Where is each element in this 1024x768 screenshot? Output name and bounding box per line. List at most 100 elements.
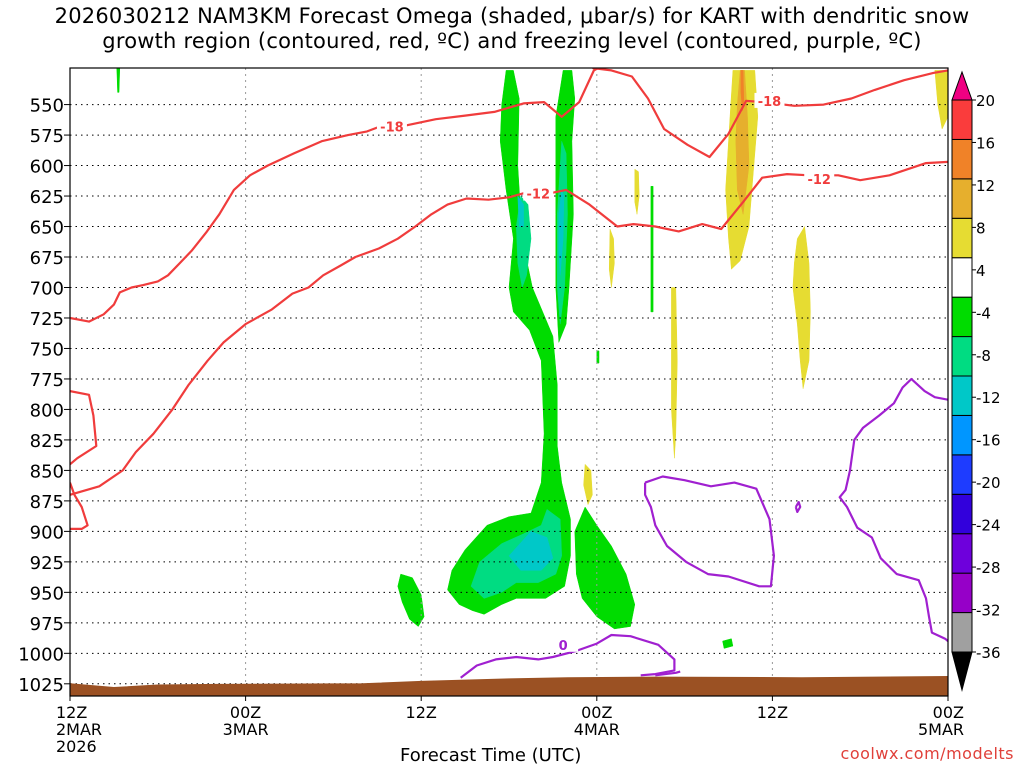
contour-line-9	[794, 501, 802, 513]
omega-region-7	[722, 638, 734, 649]
chart-title: 2026030212 NAM3KM Forecast Omega (shaded…	[0, 4, 1024, 54]
colorbar-segment-11	[951, 217, 973, 259]
contour-line-7	[643, 475, 776, 588]
colorbar-segment-10	[951, 257, 973, 298]
colorbar-label-12: 16	[976, 134, 995, 152]
colorbar-label-1: -32	[976, 602, 1001, 620]
omega-region-16	[792, 225, 811, 389]
colorbar-segment-2	[951, 572, 973, 614]
omega-region-3	[397, 573, 425, 627]
colorbar-label-3: -24	[976, 517, 1001, 535]
source-credit: coolwx.com/modelts	[840, 744, 1014, 763]
contour-label-5-0: 0	[559, 639, 568, 654]
contour-label-bg	[754, 92, 785, 108]
chart-title-line-2: growth region (contoured, red, ºC) and f…	[102, 29, 922, 53]
omega-region-6	[596, 350, 600, 364]
colorbar-label-4: -20	[976, 474, 1001, 492]
x-tick-label-1-1: 3MAR	[223, 720, 269, 739]
x-tick-label-2-0: 12Z	[406, 703, 437, 722]
contour-line-3	[70, 390, 98, 466]
contour-line-0	[70, 68, 599, 323]
colorbar-segment-8	[951, 336, 973, 377]
y-tick-label-850: 850	[30, 461, 64, 482]
colorbar-segment-7	[951, 375, 973, 416]
omega-region-19	[671, 287, 678, 459]
colorbar-label-9: 4	[976, 262, 986, 280]
omega-region-4	[116, 68, 121, 93]
contour-label-2-1: -12	[807, 173, 831, 188]
contour-label-2-0: -12	[527, 188, 551, 203]
colorbar-segment-3	[951, 533, 973, 574]
contour-label-0-0: -18	[380, 121, 404, 136]
colorbar-label-7: -8	[976, 347, 991, 365]
omega-region-13	[508, 531, 554, 571]
y-tick-label-925: 925	[30, 553, 64, 574]
y-tick-label-875: 875	[30, 492, 64, 513]
y-tick-label-700: 700	[30, 278, 64, 299]
y-tick-label-825: 825	[30, 431, 64, 452]
contour-label-0-1: -18	[758, 95, 782, 110]
x-tick-label-5-1: 5MAR	[918, 720, 964, 739]
colorbar-segment-12	[951, 178, 973, 219]
omega-region-11	[558, 189, 565, 276]
colorbar-label-2: -28	[976, 559, 1001, 577]
colorbar: -36 -32 -28 -24 -20 -16 -12 -8 -4 4 8 12 16 20	[951, 70, 1001, 692]
y-tick-label-675: 675	[30, 248, 64, 269]
omega-region-15	[934, 70, 948, 130]
contour-label-bg	[804, 170, 835, 186]
contour-line-4	[70, 482, 89, 531]
omega-region-5	[650, 186, 654, 313]
x-tick-label-3-0: 00Z	[581, 703, 612, 722]
y-tick-label-1025: 1025	[18, 675, 64, 696]
contour-line-8	[838, 377, 948, 642]
x-tick-label-0-0: 12Z	[56, 703, 87, 722]
x-tick-label-0-1: 2MAR	[56, 720, 102, 739]
colorbar-segment-1	[951, 612, 973, 653]
y-tick-label-1000: 1000	[18, 644, 64, 665]
y-tick-label-975: 975	[30, 614, 64, 635]
omega-region-18	[608, 228, 615, 288]
x-tick-label-1-0: 00Z	[230, 703, 261, 722]
y-tick-label-550: 550	[30, 96, 64, 117]
colorbar-segment-14	[951, 99, 973, 140]
y-tick-label-600: 600	[30, 157, 64, 178]
y-tick-label-775: 775	[30, 370, 64, 391]
colorbar-label-8: -4	[976, 304, 991, 322]
plot-frame	[69, 67, 949, 697]
colorbar-bottom-arrow	[951, 651, 973, 692]
x-axis-label: Forecast Time (UTC)	[400, 745, 582, 766]
y-tick-label-800: 800	[30, 400, 64, 421]
contour-line-2	[70, 160, 948, 496]
y-tick-label-725: 725	[30, 309, 64, 330]
contour-line-1	[592, 68, 948, 159]
contour-line-6	[655, 670, 681, 677]
colorbar-segment-5	[951, 454, 973, 495]
contour-label-bg	[376, 118, 407, 134]
x-tick-label-4-0: 12Z	[757, 703, 788, 722]
omega-region-20	[583, 463, 593, 506]
colorbar-segment-6	[951, 414, 973, 456]
y-tick-label-650: 650	[30, 218, 64, 239]
colorbar-label-11: 12	[976, 177, 995, 195]
colorbar-segment-9	[951, 296, 973, 338]
contour-line-5	[460, 633, 676, 679]
x-tick-label-3-1: 4MAR	[574, 720, 620, 739]
contour-label-bg	[523, 185, 554, 201]
y-tick-label-575: 575	[30, 126, 64, 147]
x-tick-label-0-2: 2026	[56, 737, 97, 756]
colorbar-segment-4	[951, 493, 973, 535]
contour-label-bg	[548, 636, 579, 652]
y-tick-label-625: 625	[30, 187, 64, 208]
omega-region-12	[517, 195, 524, 227]
colorbar-label-0: -36	[976, 644, 1001, 662]
terrain	[70, 675, 948, 696]
omega-region-2	[574, 506, 636, 630]
y-tick-label-750: 750	[30, 339, 64, 360]
y-tick-label-950: 950	[30, 583, 64, 604]
colorbar-label-13: 20	[976, 92, 995, 110]
omega-region-17	[634, 168, 640, 215]
colorbar-segment-13	[951, 138, 973, 180]
y-tick-label-900: 900	[30, 522, 64, 543]
colorbar-label-5: -16	[976, 432, 1001, 450]
